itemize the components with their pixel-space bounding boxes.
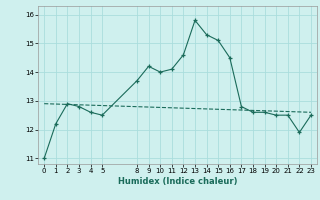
X-axis label: Humidex (Indice chaleur): Humidex (Indice chaleur) [118, 177, 237, 186]
